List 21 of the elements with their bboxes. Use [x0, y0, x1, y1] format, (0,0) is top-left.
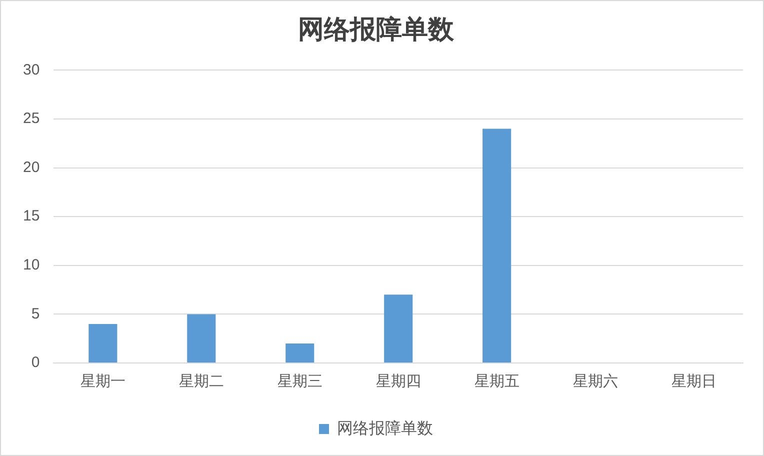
y-tick-label: 0: [31, 354, 40, 372]
bar: [384, 294, 413, 362]
legend-label: 网络报障单数: [337, 419, 433, 438]
x-tick-label: 星期一: [80, 373, 126, 390]
x-tick-label: 星期四: [376, 373, 421, 390]
y-tick-label: 5: [31, 305, 40, 322]
y-tick-label: 10: [22, 256, 40, 274]
bar: [482, 128, 512, 362]
x-tick-label: 星期日: [671, 373, 716, 390]
chart-title: 网络报障单数: [298, 14, 455, 44]
x-tick-label: 星期五: [474, 373, 520, 390]
bar: [187, 314, 216, 362]
x-tick-label: 星期二: [178, 373, 224, 390]
bar: [286, 343, 314, 362]
bar: [88, 324, 118, 362]
y-tick-label: 25: [22, 110, 40, 128]
y-tick-label: 20: [22, 158, 40, 176]
y-tick-label: 15: [22, 208, 40, 225]
x-tick-label: 星期三: [277, 373, 322, 390]
x-tick-label: 星期六: [572, 373, 618, 390]
y-tick-label: 30: [22, 61, 40, 78]
